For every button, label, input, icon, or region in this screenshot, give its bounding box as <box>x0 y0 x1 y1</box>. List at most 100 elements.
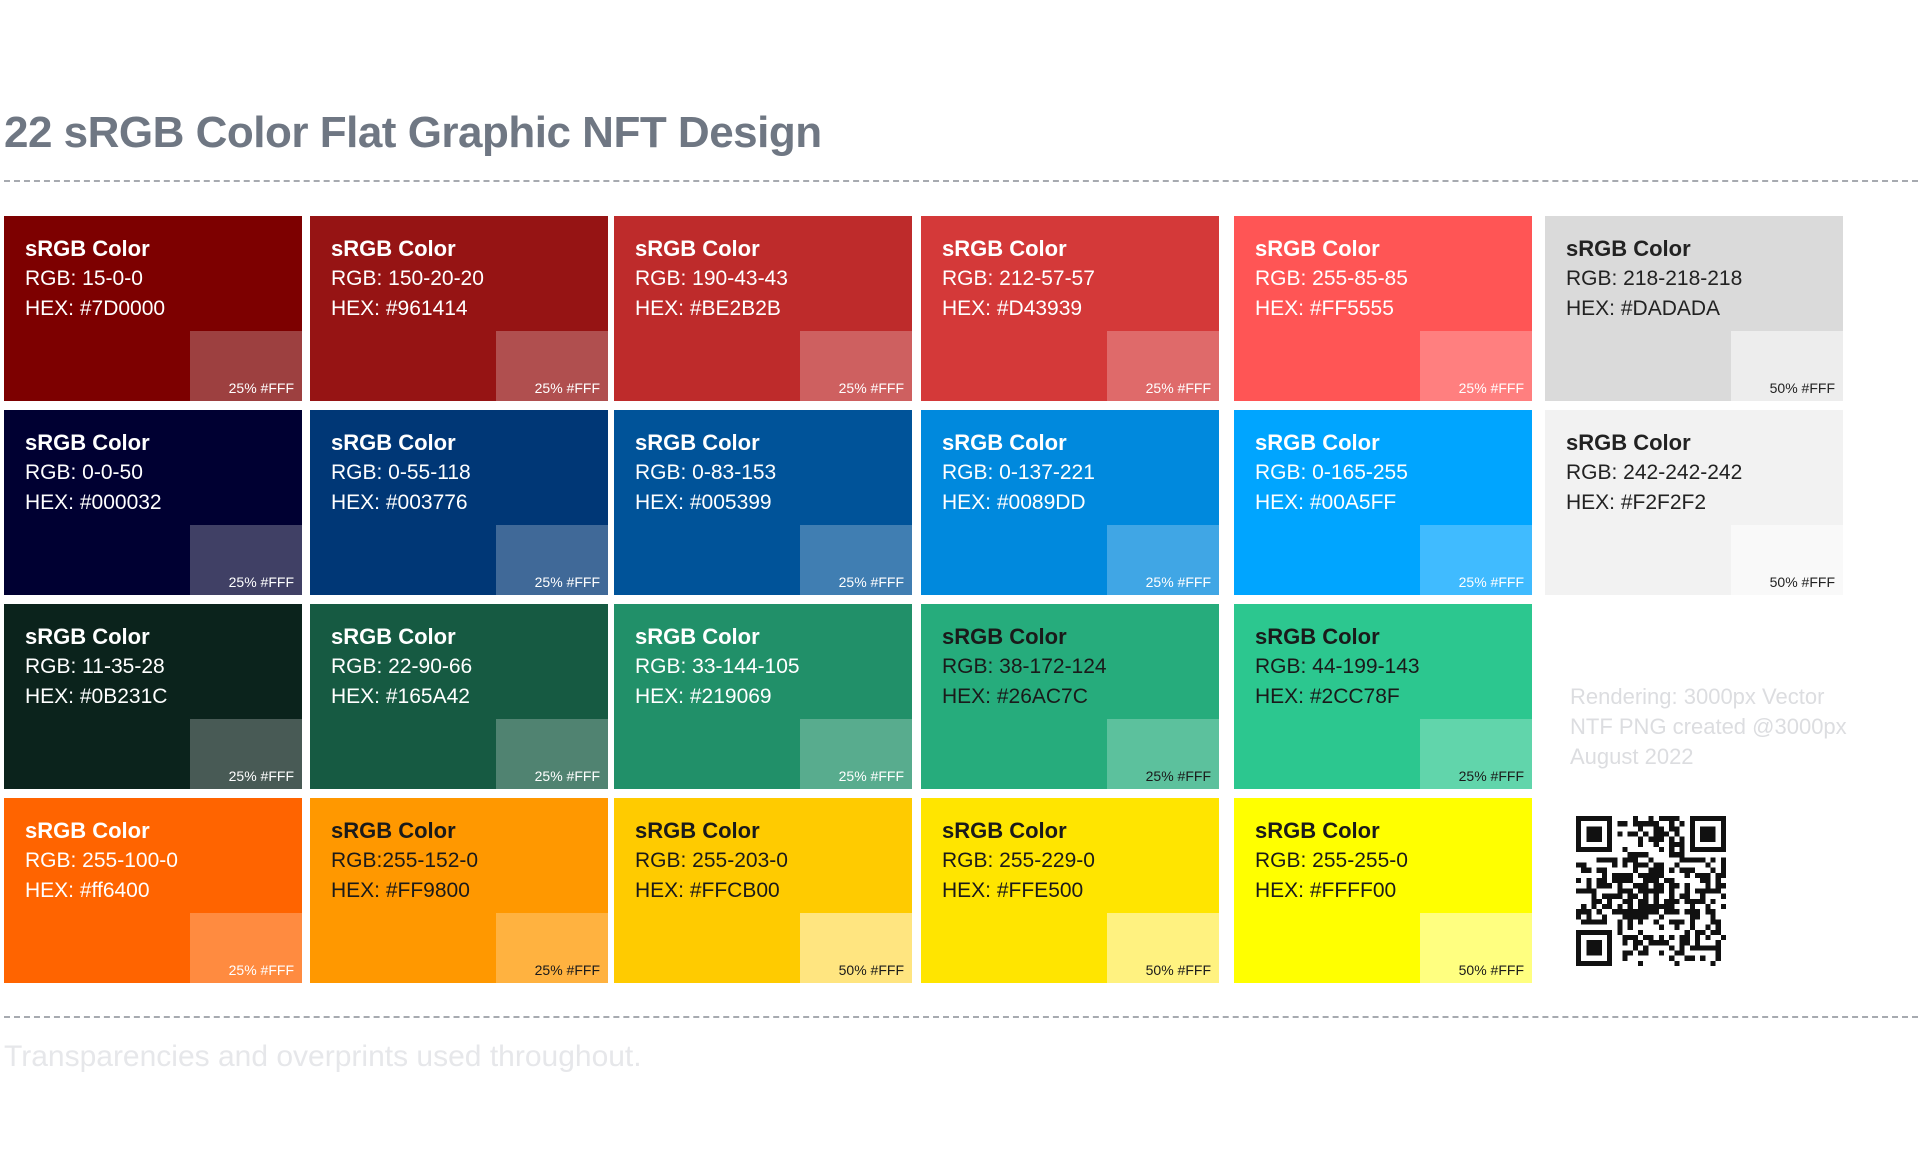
swatch-hex: HEX: #F2F2F2 <box>1566 491 1707 514</box>
swatch-rgb: RGB: 38-172-124 <box>942 655 1107 678</box>
swatch-heading: sRGB Color <box>942 624 1067 649</box>
swatch-overlay-box <box>1107 331 1219 401</box>
swatch-heading: sRGB Color <box>942 236 1067 261</box>
swatch-overlay-box <box>496 525 608 595</box>
swatch-text: sRGB Color RGB: 0-137-221 HEX: #0089DD <box>942 428 1095 518</box>
swatch-rgb: RGB: 255-229-0 <box>942 849 1095 872</box>
swatch-hex: HEX: #26AC7C <box>942 685 1088 708</box>
swatch-rgb: RGB: 15-0-0 <box>25 267 143 290</box>
swatch-overlay-label: 50% #FFF <box>838 962 904 978</box>
swatch-rgb: RGB: 0-137-221 <box>942 461 1095 484</box>
swatch-text: sRGB Color RGB: 0-0-50 HEX: #000032 <box>25 428 162 518</box>
swatch-hex: HEX: #BE2B2B <box>635 297 781 320</box>
swatch-overlay-box <box>800 525 912 595</box>
swatch-heading: sRGB Color <box>635 624 760 649</box>
swatch-rgb: RGB: 0-165-255 <box>1255 461 1408 484</box>
swatch-overlay-box <box>1731 525 1843 595</box>
render-info: Rendering: 3000px Vector NTF PNG created… <box>1570 682 1847 772</box>
swatch-rgb: RGB: 212-57-57 <box>942 267 1095 290</box>
color-swatch: sRGB Color RGB: 0-83-153 HEX: #005399 25% #… <box>614 410 912 595</box>
swatch-rgb: RGB: 0-55-118 <box>331 461 471 484</box>
swatch-rgb: RGB: 242-242-242 <box>1566 461 1743 484</box>
color-swatch: sRGB Color RGB: 22-90-66 HEX: #165A42 25% #… <box>310 604 608 789</box>
swatch-text: sRGB Color RGB: 255-229-0 HEX: #FFE500 <box>942 816 1095 906</box>
qr-code-icon <box>1576 816 1726 966</box>
page-title: 22 sRGB Color Flat Graphic NFT Design <box>4 108 822 157</box>
swatch-overlay-label: 25% #FFF <box>228 574 294 590</box>
swatch-text: sRGB Color RGB: 255-203-0 HEX: #FFCB00 <box>635 816 788 906</box>
swatch-rgb: RGB: 0-83-153 <box>635 461 777 484</box>
bottom-divider <box>4 1016 1918 1018</box>
swatch-overlay-label: 25% #FFF <box>534 380 600 396</box>
swatch-rgb: RGB: 0-0-50 <box>25 461 143 484</box>
swatch-overlay-box <box>1107 719 1219 789</box>
swatch-text: sRGB Color RGB: 255-100-0 HEX: #ff6400 <box>25 816 178 906</box>
swatch-rgb: RGB: 255-100-0 <box>25 849 178 872</box>
swatch-overlay-label: 25% #FFF <box>534 962 600 978</box>
swatch-overlay-box <box>190 719 302 789</box>
swatch-hex: HEX: #961414 <box>331 297 468 320</box>
swatch-hex: HEX: #003776 <box>331 491 468 514</box>
swatch-heading: sRGB Color <box>1255 236 1380 261</box>
swatch-hex: HEX: #0B231C <box>25 685 168 708</box>
swatch-rgb: RGB: 255-255-0 <box>1255 849 1408 872</box>
swatch-heading: sRGB Color <box>942 430 1067 455</box>
swatch-hex: HEX: #FF5555 <box>1255 297 1394 320</box>
swatch-hex: HEX: #005399 <box>635 491 772 514</box>
swatch-overlay-box <box>800 331 912 401</box>
render-info-line: Rendering: 3000px Vector <box>1570 684 1825 709</box>
swatch-overlay-box <box>1420 913 1532 983</box>
swatch-heading: sRGB Color <box>331 430 456 455</box>
swatch-hex: HEX: #000032 <box>25 491 162 514</box>
swatch-rgb: RGB: 190-43-43 <box>635 267 788 290</box>
swatch-text: sRGB Color RGB: 190-43-43 HEX: #BE2B2B <box>635 234 788 324</box>
swatch-text: sRGB Color RGB: 218-218-218 HEX: #DADADA <box>1566 234 1742 324</box>
swatch-hex: HEX: #0089DD <box>942 491 1086 514</box>
swatch-heading: sRGB Color <box>635 236 760 261</box>
swatch-heading: sRGB Color <box>942 818 1067 843</box>
swatch-overlay-box <box>800 719 912 789</box>
swatch-text: sRGB Color RGB: 0-83-153 HEX: #005399 <box>635 428 776 518</box>
color-swatch: sRGB Color RGB: 44-199-143 HEX: #2CC78F 25%… <box>1234 604 1532 789</box>
swatch-overlay-label: 25% #FFF <box>1458 380 1524 396</box>
swatch-text: sRGB Color RGB: 44-199-143 HEX: #2CC78F <box>1255 622 1420 712</box>
swatch-overlay-box <box>496 719 608 789</box>
color-swatch: sRGB Color RGB: 0-165-255 HEX: #00A5FF 25% … <box>1234 410 1532 595</box>
swatch-hex: HEX: #ff6400 <box>25 879 150 902</box>
swatch-rgb: RGB: 11-35-28 <box>25 655 165 678</box>
swatch-hex: HEX: #00A5FF <box>1255 491 1397 514</box>
render-info-line: August 2022 <box>1570 744 1694 769</box>
swatch-heading: sRGB Color <box>25 818 150 843</box>
color-swatch: sRGB Color RGB: 0-137-221 HEX: #0089DD 25% … <box>921 410 1219 595</box>
swatch-heading: sRGB Color <box>1255 818 1380 843</box>
top-divider <box>4 180 1918 182</box>
swatch-rgb: RGB: 150-20-20 <box>331 267 484 290</box>
color-swatch: sRGB Color RGB: 255-255-0 HEX: #FFFF00 50% … <box>1234 798 1532 983</box>
swatch-text: sRGB Color RGB: 0-165-255 HEX: #00A5FF <box>1255 428 1408 518</box>
swatch-overlay-label: 25% #FFF <box>228 380 294 396</box>
swatch-overlay-label: 25% #FFF <box>838 380 904 396</box>
swatch-overlay-label: 50% #FFF <box>1769 380 1835 396</box>
swatch-text: sRGB Color RGB: 0-55-118 HEX: #003776 <box>331 428 471 518</box>
swatch-hex: HEX: #7D0000 <box>25 297 166 320</box>
color-swatch: sRGB Color RGB: 212-57-57 HEX: #D43939 25% … <box>921 216 1219 401</box>
render-info-line: NTF PNG created @3000px <box>1570 714 1847 739</box>
swatch-overlay-box <box>190 913 302 983</box>
swatch-hex: HEX: #FFE500 <box>942 879 1084 902</box>
swatch-overlay-box <box>1420 719 1532 789</box>
swatch-text: sRGB Color RGB: 212-57-57 HEX: #D43939 <box>942 234 1095 324</box>
color-swatch: sRGB Color RGB: 242-242-242 HEX: #F2F2F2 50… <box>1545 410 1843 595</box>
swatch-heading: sRGB Color <box>1566 236 1691 261</box>
swatch-overlay-label: 50% #FFF <box>1458 962 1524 978</box>
swatch-hex: HEX: #DADADA <box>1566 297 1721 320</box>
swatch-overlay-box <box>1420 525 1532 595</box>
color-swatch: sRGB Color RGB: 255-229-0 HEX: #FFE500 50% … <box>921 798 1219 983</box>
swatch-heading: sRGB Color <box>331 818 456 843</box>
swatch-rgb: RGB: 22-90-66 <box>331 655 473 678</box>
swatch-hex: HEX: #2CC78F <box>1255 685 1400 708</box>
swatch-heading: sRGB Color <box>25 624 150 649</box>
swatch-text: sRGB Color RGB: 38-172-124 HEX: #26AC7C <box>942 622 1107 712</box>
swatch-heading: sRGB Color <box>331 236 456 261</box>
swatch-overlay-label: 25% #FFF <box>1458 768 1524 784</box>
footer-note: Transparencies and overprints used throu… <box>4 1040 642 1073</box>
